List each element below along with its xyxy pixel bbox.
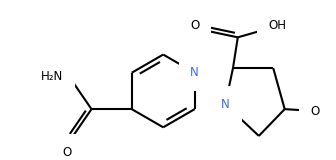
Text: N: N	[190, 66, 199, 79]
Text: N: N	[221, 98, 230, 111]
Text: O: O	[62, 145, 71, 159]
Text: OH: OH	[268, 19, 286, 32]
Text: H₂N: H₂N	[41, 70, 63, 83]
Text: O: O	[190, 19, 200, 32]
Text: O: O	[311, 104, 320, 118]
